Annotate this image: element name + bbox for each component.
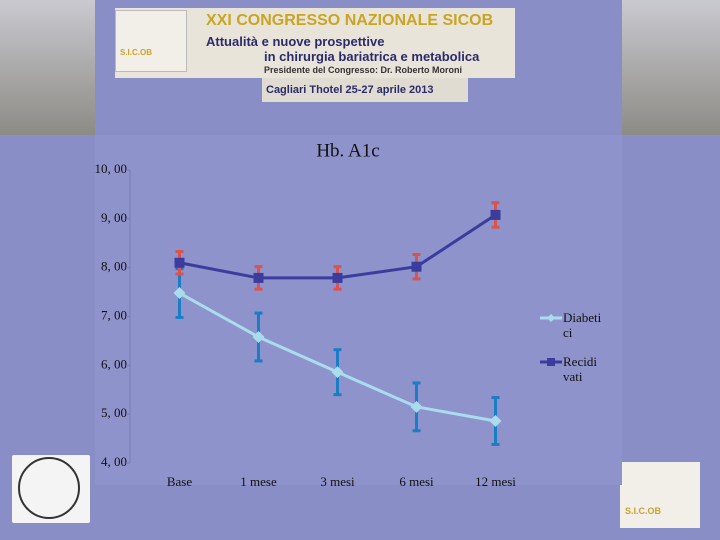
left-photo <box>0 0 95 135</box>
legend-marker <box>547 314 555 322</box>
header-president: Presidente del Congresso: Dr. Roberto Mo… <box>264 65 463 75</box>
point <box>490 209 501 220</box>
point <box>411 261 422 272</box>
y-tick-label: 5, 00 <box>101 405 127 420</box>
point <box>410 400 423 413</box>
header-subtitle: in chirurgia bariatrica e metabolica <box>264 49 480 64</box>
point <box>332 272 343 283</box>
logo-text: S.I.C.OB <box>625 506 662 516</box>
legend-marker <box>547 358 555 366</box>
point <box>252 331 265 344</box>
plot-background <box>95 135 622 485</box>
point <box>489 415 502 428</box>
right-photo <box>622 0 720 135</box>
y-tick-label: 4, 00 <box>101 454 127 469</box>
point <box>174 257 185 268</box>
point <box>253 272 264 283</box>
logo-text: S.I.C.OB <box>120 48 153 57</box>
point <box>173 287 186 300</box>
x-tick-label: 12 mesi <box>475 474 516 489</box>
x-tick-label: Base <box>167 474 193 489</box>
header-subtitle: Attualità e nuove prospettive <box>206 34 385 49</box>
y-tick-label: 6, 00 <box>101 356 127 371</box>
y-tick-label: 10, 00 <box>95 161 128 176</box>
legend-label: Recidivati <box>563 354 597 384</box>
location-box <box>262 78 468 102</box>
y-tick-label: 7, 00 <box>101 307 127 322</box>
y-tick-label: 9, 00 <box>101 210 127 225</box>
x-tick-label: 3 mesi <box>320 474 355 489</box>
y-tick-label: 8, 00 <box>101 259 127 274</box>
legend-label: Diabetici <box>563 310 602 340</box>
header-title: XXI CONGRESSO NAZIONALE SICOB <box>206 12 494 29</box>
logo-bottom <box>620 462 700 528</box>
chart-title: Hb. A1c <box>316 140 379 161</box>
header-location: Cagliari Thotel 25-27 aprile 2013 <box>266 84 434 96</box>
point <box>331 366 344 379</box>
x-tick-label: 1 mese <box>240 474 277 489</box>
x-tick-label: 6 mesi <box>399 474 434 489</box>
seal-circle <box>18 457 80 519</box>
logo-box <box>115 10 187 72</box>
